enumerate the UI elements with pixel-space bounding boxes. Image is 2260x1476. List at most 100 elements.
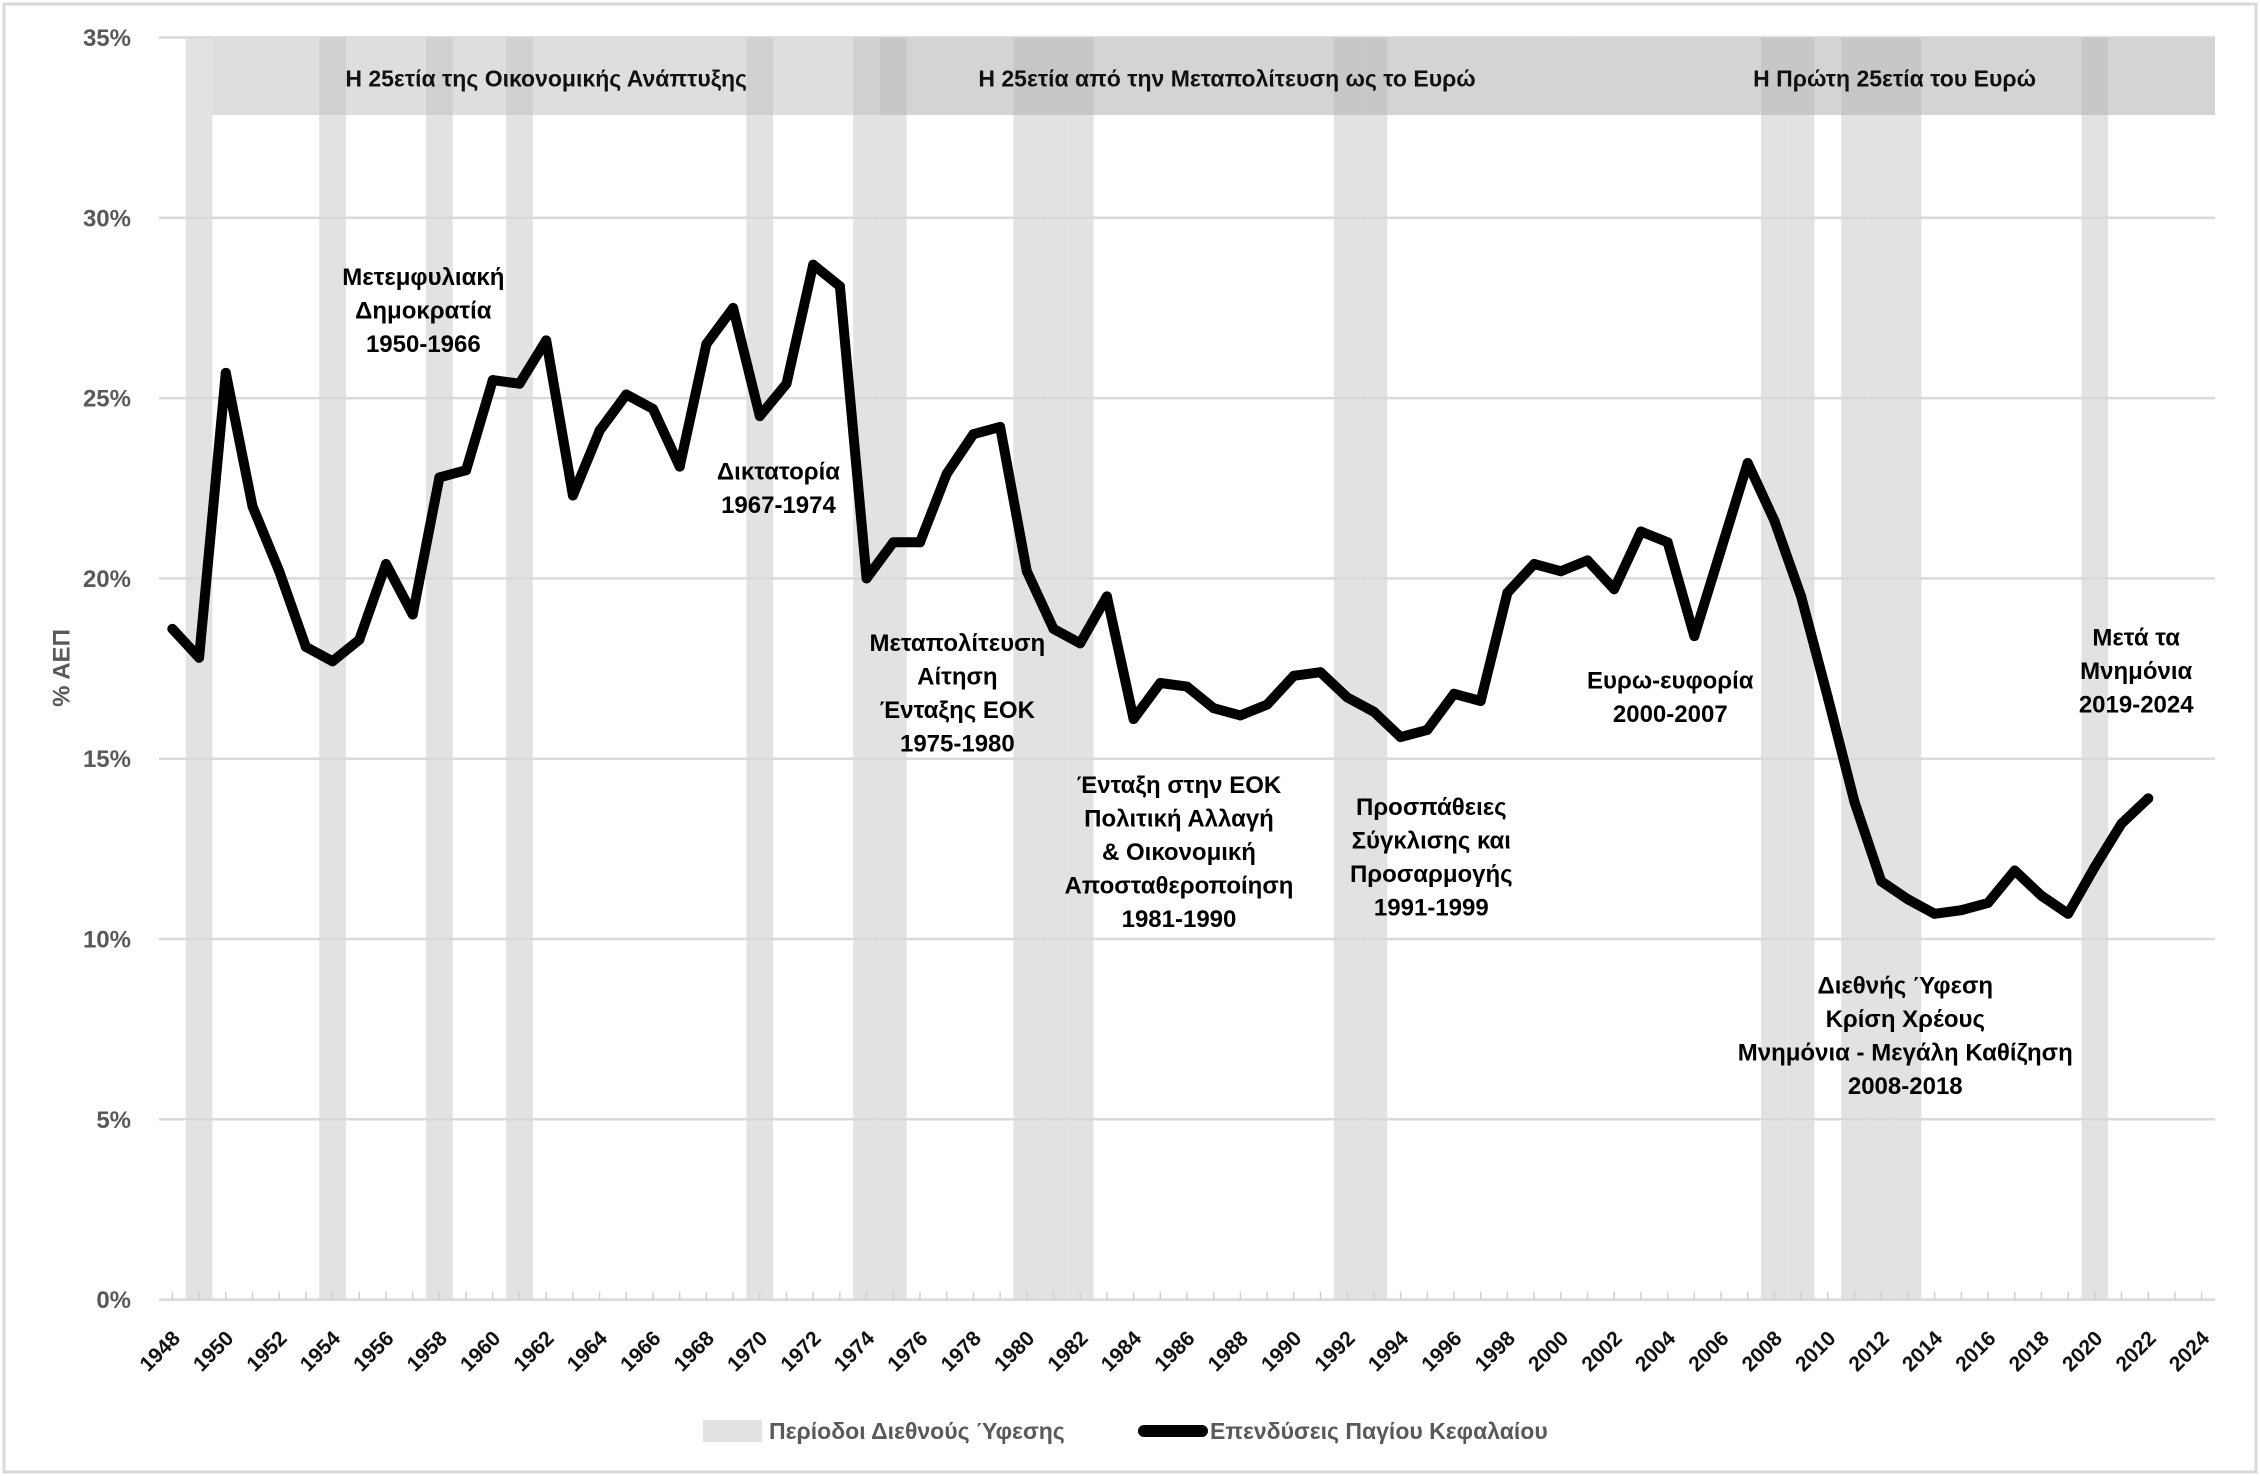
data-point bbox=[407, 609, 418, 620]
legend-item-recession: Περίοδοι Διεθνούς Ύφεσης bbox=[703, 1418, 1065, 1444]
recession-band-header-overlap bbox=[1894, 37, 1922, 116]
annotation-line: Ευρω-ευφορία bbox=[1587, 668, 1754, 695]
data-point bbox=[1689, 631, 1700, 642]
data-point bbox=[1635, 526, 1646, 537]
data-point bbox=[167, 623, 178, 634]
data-point bbox=[754, 411, 765, 422]
data-point bbox=[1395, 732, 1406, 743]
y-tick-label: 0% bbox=[96, 1287, 131, 1314]
period-header: Η Πρώτη 25ετία του Ευρώ bbox=[1574, 37, 2215, 116]
data-point bbox=[1315, 667, 1326, 678]
data-point bbox=[1716, 544, 1727, 555]
period-header: Η 25ετία της Οικονομικής Ανάπτυξης bbox=[212, 37, 880, 116]
data-point bbox=[861, 573, 872, 584]
data-point bbox=[1769, 515, 1780, 526]
annotation-line: 1975-1980 bbox=[900, 730, 1015, 757]
annotation: Δικτατορία 1967-1974 bbox=[717, 459, 840, 520]
data-point bbox=[194, 652, 205, 663]
recession-band bbox=[853, 37, 880, 1300]
data-point bbox=[1075, 638, 1086, 649]
annotation-line: Σύγκλισης και bbox=[1352, 827, 1511, 854]
legend-label: Περίοδοι Διεθνούς Ύφεσης bbox=[769, 1418, 1065, 1444]
annotation: Μετεμφυλιακή Δημοκρατία 1950-1966 bbox=[342, 264, 504, 358]
y-tick-label: 25% bbox=[83, 386, 131, 413]
y-tick-label: 5% bbox=[96, 1107, 131, 1134]
annotation-line: & Οικονομική bbox=[1102, 839, 1256, 866]
data-point bbox=[1502, 587, 1513, 598]
recession-bands bbox=[185, 37, 2109, 1300]
data-point bbox=[1048, 623, 1059, 634]
annotation: Προσπάθειες Σύγκλισης και Προσαρμογής 1991-… bbox=[1350, 794, 1513, 922]
data-point bbox=[674, 461, 685, 472]
period-header-block bbox=[879, 37, 1575, 116]
recession-band-header-overlap bbox=[746, 37, 774, 116]
data-point bbox=[1582, 555, 1593, 566]
period-header-label: Η 25ετία από την Μεταπολίτευση ως το Ευρ… bbox=[978, 65, 1475, 91]
data-point bbox=[1475, 696, 1486, 707]
annotation-line: 2000-2007 bbox=[1613, 701, 1728, 728]
y-axis-title: % ΑΕΠ bbox=[49, 629, 76, 707]
annotation-line: 1981-1990 bbox=[1122, 906, 1237, 933]
period-header-block bbox=[212, 37, 880, 116]
annotation-line: Μετά τα bbox=[2092, 624, 2180, 651]
data-point bbox=[1555, 566, 1566, 577]
data-point bbox=[567, 490, 578, 501]
annotation-line: Αίτηση bbox=[917, 663, 997, 690]
data-point bbox=[1876, 876, 1887, 887]
data-point bbox=[701, 339, 712, 350]
recession-band-header-overlap bbox=[1040, 37, 1067, 116]
period-header-label: Η Πρώτη 25ετία του Ευρώ bbox=[1753, 65, 2036, 91]
recession-band bbox=[426, 37, 453, 1300]
annotation-line: 1991-1999 bbox=[1374, 894, 1489, 921]
annotation-line: Δικτατορία bbox=[717, 459, 840, 486]
data-point bbox=[1449, 688, 1460, 699]
recession-band-header-overlap bbox=[1867, 37, 1895, 116]
recession-band bbox=[185, 37, 213, 1300]
legend-item-investment: Επενδύσεις Παγίου Κεφαλαίου bbox=[1138, 1418, 1548, 1444]
recession-band bbox=[1841, 37, 1868, 1300]
recession-band bbox=[1066, 37, 1094, 1300]
data-point bbox=[995, 421, 1006, 432]
annotation-line: Διεθνής Ύφεση bbox=[1817, 972, 1993, 999]
recession-band-header-overlap bbox=[1360, 37, 1388, 116]
recession-band bbox=[2081, 37, 2109, 1300]
y-tick-label: 35% bbox=[83, 25, 131, 52]
recession-band-header-overlap bbox=[1333, 37, 1361, 116]
recession-band bbox=[1787, 37, 1815, 1300]
data-point bbox=[621, 389, 632, 400]
data-point bbox=[434, 472, 445, 483]
data-point bbox=[220, 367, 231, 378]
data-point bbox=[1902, 894, 1913, 905]
data-point bbox=[594, 425, 605, 436]
annotation-line: Πολιτική Αλλαγή bbox=[1084, 806, 1274, 833]
data-point bbox=[728, 302, 739, 313]
data-point bbox=[1929, 908, 1940, 919]
data-point bbox=[914, 537, 925, 548]
data-point bbox=[541, 335, 552, 346]
data-point bbox=[354, 634, 365, 645]
annotations: Μετεμφυλιακή Δημοκρατία 1950-1966 Δικτατορί… bbox=[342, 264, 2194, 1100]
recession-band-header-overlap bbox=[1066, 37, 1094, 116]
recession-band-header-overlap bbox=[319, 37, 346, 116]
data-point bbox=[327, 656, 338, 667]
annotation-line: 2008-2018 bbox=[1848, 1073, 1963, 1100]
period-header-block bbox=[1574, 37, 2215, 116]
recession-band bbox=[1867, 37, 1895, 1300]
recession-band bbox=[879, 37, 907, 1300]
annotation-line: Κρίση Χρέους bbox=[1826, 1006, 1985, 1033]
data-point bbox=[2089, 861, 2100, 872]
period-header-label: Η 25ετία της Οικονομικής Ανάπτυξης bbox=[345, 65, 747, 91]
data-point bbox=[1208, 703, 1219, 714]
recession-band bbox=[1040, 37, 1067, 1300]
annotation-line: Μετεμφυλιακή bbox=[342, 264, 504, 291]
data-point bbox=[1529, 558, 1540, 569]
recession-band bbox=[1013, 37, 1041, 1300]
data-point bbox=[1796, 591, 1807, 602]
annotation-line: Προσπάθειες bbox=[1356, 794, 1507, 821]
recession-band-header-overlap bbox=[426, 37, 453, 116]
annotation-line: Δημοκρατία bbox=[355, 297, 492, 324]
data-point bbox=[461, 465, 472, 476]
legend-label: Επενδύσεις Παγίου Κεφαλαίου bbox=[1210, 1418, 1548, 1444]
